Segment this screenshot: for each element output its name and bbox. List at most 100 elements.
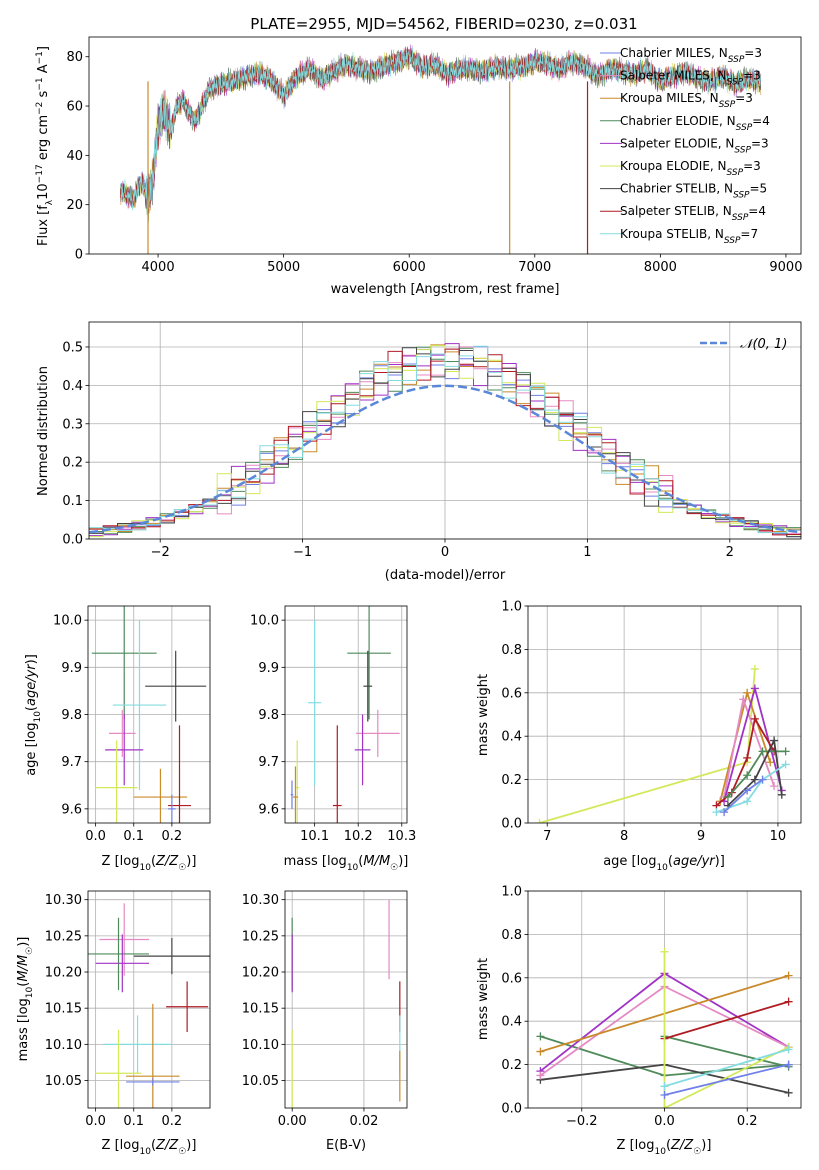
y-tick-label: 9.8 bbox=[258, 708, 279, 723]
errorbar-kroupa-stelib bbox=[103, 1015, 172, 1074]
x-tick-label: 0.02 bbox=[349, 1114, 378, 1129]
errorbar-chabrier-miles bbox=[290, 780, 294, 809]
weight-marker bbox=[743, 753, 752, 762]
x-axis-label: Z [log10(Z/Z☉)] bbox=[102, 854, 197, 873]
y-tick-label: 0.4 bbox=[62, 379, 83, 394]
weight-marker bbox=[535, 819, 544, 823]
label-part: )] bbox=[186, 1138, 196, 1153]
weight-line bbox=[663, 951, 789, 1108]
plot-area bbox=[88, 891, 210, 1108]
axes-frame bbox=[88, 36, 802, 255]
weight-marker bbox=[660, 1104, 669, 1108]
errorbar-chabrier-stelib bbox=[363, 650, 373, 722]
figure-title: PLATE=2955, MJD=54562, FIBERID=0230, z=0… bbox=[250, 15, 637, 33]
label-part: ☉ bbox=[25, 947, 35, 955]
label-part: ☉ bbox=[693, 1147, 701, 1157]
label-part: =3 bbox=[743, 159, 761, 173]
errorbar-chabrier-miles bbox=[126, 1078, 180, 1086]
weight-marker bbox=[758, 747, 767, 756]
label-part: Z/Z bbox=[155, 1138, 179, 1153]
label-part: Chabrier ELODIE, N bbox=[620, 114, 736, 128]
weight-line bbox=[664, 1048, 789, 1088]
x-tick-label: 10.2 bbox=[344, 829, 373, 844]
legend-label: Chabrier STELIB, NSSP=5 bbox=[620, 182, 767, 201]
y-axis-label: mass weight bbox=[476, 674, 491, 756]
weight-marker bbox=[784, 997, 793, 1006]
label-part: SSP bbox=[719, 100, 736, 110]
y-tick-label: 10.25 bbox=[45, 929, 82, 944]
y-tick-label: 10.10 bbox=[45, 1038, 82, 1053]
weight-line bbox=[727, 750, 786, 798]
label-part: M/M bbox=[16, 955, 31, 982]
errorbar-salpeter-stelib bbox=[166, 981, 209, 1033]
weight-marker bbox=[743, 786, 752, 795]
legend-label: Salpeter STELIB, NSSP=4 bbox=[620, 204, 766, 223]
spectrum-line-kroupa-stelib bbox=[120, 46, 762, 215]
y-tick-label: 10.30 bbox=[242, 893, 279, 908]
weight-marker bbox=[784, 1088, 793, 1097]
errorbar-chabrier-elodie bbox=[347, 606, 391, 720]
errorbar-chabrier-stelib bbox=[133, 938, 210, 975]
y-tick-label: 9.8 bbox=[61, 708, 82, 723]
legend-label: Kroupa ELODIE, NSSP=3 bbox=[620, 159, 761, 178]
y-tick-label: 0.5 bbox=[62, 340, 83, 355]
label-part: Z/Z bbox=[155, 854, 179, 869]
label-part: age/yr bbox=[673, 854, 716, 869]
mass-weight-vs-metallicity-panel: −0.2 0.0 0.2 0.0 0.2 0.4 0.6 0.8 1.0 Z [log10(Z/Z… bbox=[476, 885, 802, 1157]
y-axis-label: Normed distribution bbox=[36, 366, 51, 496]
label-part: −1 bbox=[35, 51, 45, 64]
label-part: 10 bbox=[33, 711, 43, 723]
label-part: Kroupa STELIB, N bbox=[620, 227, 724, 241]
y-tick-label: 10.20 bbox=[242, 966, 279, 981]
weight-marker bbox=[750, 775, 759, 784]
errorbar-chabrier-miles bbox=[168, 794, 176, 823]
x-tick-label: 0.1 bbox=[123, 1114, 144, 1129]
legend-label: Salpeter ELODIE, NSSP=3 bbox=[620, 136, 769, 155]
label-part: ☉ bbox=[178, 863, 186, 873]
x-tick-label: −0.2 bbox=[566, 1114, 598, 1129]
x-tick-label: 9 bbox=[697, 829, 705, 844]
weight-marker bbox=[536, 1047, 545, 1056]
label-part: SSP bbox=[732, 213, 749, 223]
axes-frame bbox=[87, 890, 211, 1109]
errorbar-kroupa-elodie bbox=[95, 740, 138, 823]
label-part: =3 bbox=[744, 46, 762, 60]
x-axis-label: Z [log10(Z/Z☉)] bbox=[102, 1138, 197, 1157]
x-axis-label: E(B-V) bbox=[326, 1138, 366, 1153]
plot-area bbox=[528, 606, 801, 823]
x-tick-label: −1 bbox=[293, 545, 312, 560]
label-part: =3 bbox=[751, 136, 769, 150]
y-tick-label: 0.4 bbox=[501, 730, 522, 745]
label-part: Z [log bbox=[102, 1138, 140, 1153]
y-tick-label: 0.4 bbox=[501, 1015, 522, 1030]
label-part: −1 bbox=[35, 77, 45, 90]
spectrum-panel: 4000 5000 6000 7000 8000 9000 0 20 40 60 80 Chabrie… bbox=[35, 36, 802, 297]
label-part: 10 bbox=[36, 183, 51, 200]
weight-marker bbox=[766, 758, 775, 767]
x-tick-label: 0.0 bbox=[85, 1114, 106, 1129]
label-part: Flux [f bbox=[36, 205, 51, 246]
y-tick-label: 0.6 bbox=[501, 971, 522, 986]
weight-line bbox=[664, 1035, 789, 1068]
residual-histogram-panel: −2 −1 0 1 2 0.0 0.1 0.2 0.3 0.4 0.5 𝒩(0, 1) (data-mo… bbox=[36, 321, 802, 583]
errorbar-kroupa-stelib bbox=[308, 620, 322, 786]
y-tick-label: 40 bbox=[66, 149, 83, 164]
errorbar-kroupa-miles bbox=[292, 766, 299, 823]
plot-area bbox=[120, 44, 762, 254]
normal-curve bbox=[89, 384, 801, 534]
label-part: ( bbox=[16, 982, 31, 987]
age-vs-metallicity-panel: 0.0 0.1 0.29.69.79.89.910.0Z [log10(Z/Z☉)]… bbox=[24, 605, 211, 873]
y-tick-label: 0.2 bbox=[501, 1058, 522, 1073]
y-tick-label: 10.30 bbox=[45, 893, 82, 908]
weights-chabrier-elodie bbox=[723, 747, 790, 801]
label-part: Salpeter ELODIE, N bbox=[620, 136, 734, 150]
x-axis-label: Z [log10(Z/Z☉)] bbox=[617, 1138, 712, 1157]
label-part: Salpeter MILES, N bbox=[620, 69, 727, 83]
legend-label: Chabrier MILES, NSSP=3 bbox=[620, 46, 762, 65]
label-part: SSP bbox=[733, 191, 750, 201]
label-part: Chabrier STELIB, N bbox=[620, 182, 733, 196]
y-tick-label: 10.05 bbox=[45, 1074, 82, 1089]
histogram-legend: 𝒩(0, 1) bbox=[700, 337, 787, 352]
